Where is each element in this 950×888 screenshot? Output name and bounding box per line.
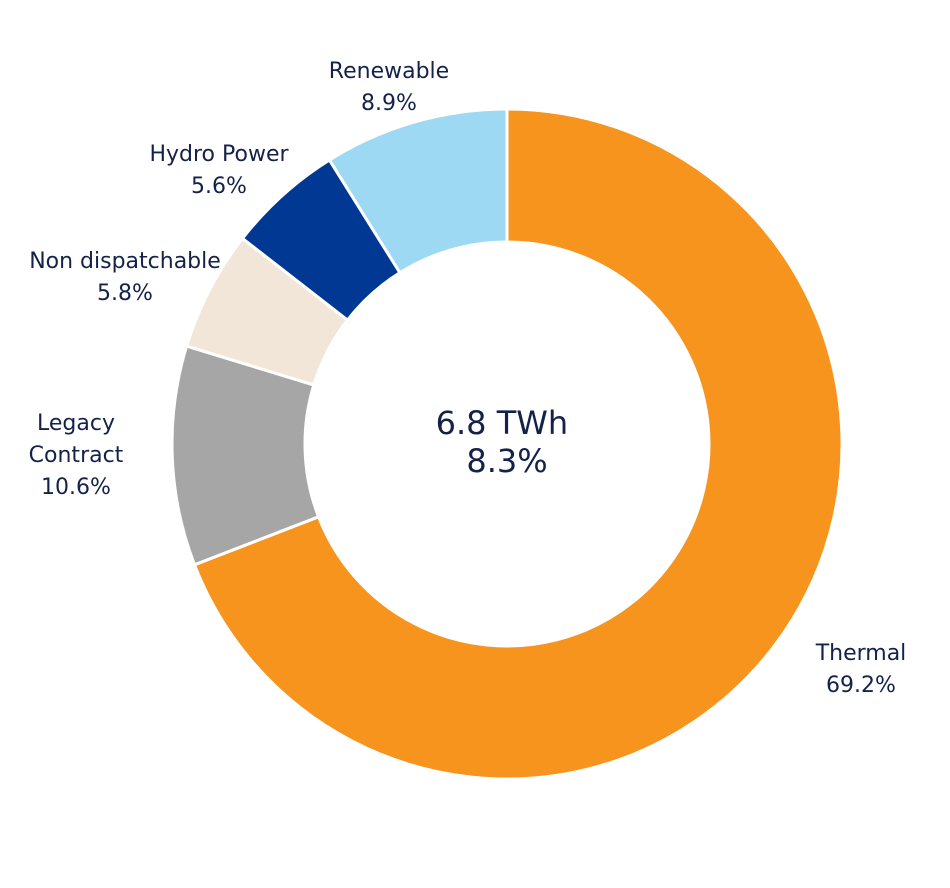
center-label: 6.8 TWh 8.3% — [436, 404, 579, 480]
slice-renewable — [327, 107, 509, 275]
slice-label: Non dispatchable 5.8% — [29, 249, 221, 306]
slice-label-name: Legacy — [37, 411, 115, 436]
center-label-line-2: 8.3% — [466, 442, 547, 480]
slice-label: Thermal 69.2% — [815, 641, 907, 698]
slice-label-name: Renewable — [329, 59, 449, 84]
slice-label: Legacy Contract 10.6% — [29, 411, 124, 500]
slices-layer — [170, 107, 844, 781]
labels-layer: Thermal 69.2% Legacy Contract 10.6% Non dispa… — [29, 59, 907, 698]
center-label-line-1: 6.8 TWh — [436, 404, 569, 442]
slice-label: Renewable 8.9% — [329, 59, 449, 116]
slice-label-name: Thermal — [815, 641, 907, 666]
slice-thermal — [192, 107, 844, 781]
slice-label-value: 10.6% — [41, 475, 111, 500]
slice-label-name: Non dispatchable — [29, 249, 221, 274]
slice-label-value: 8.9% — [361, 91, 417, 116]
slice-label-value: 5.8% — [97, 281, 153, 306]
slice-label: Hydro Power 5.6% — [149, 142, 289, 199]
slice-label-value: 69.2% — [826, 673, 896, 698]
slice-label-value: 5.6% — [191, 174, 247, 199]
slice-label-name: Hydro Power — [149, 142, 289, 167]
slice-label-name: Contract — [29, 443, 124, 468]
